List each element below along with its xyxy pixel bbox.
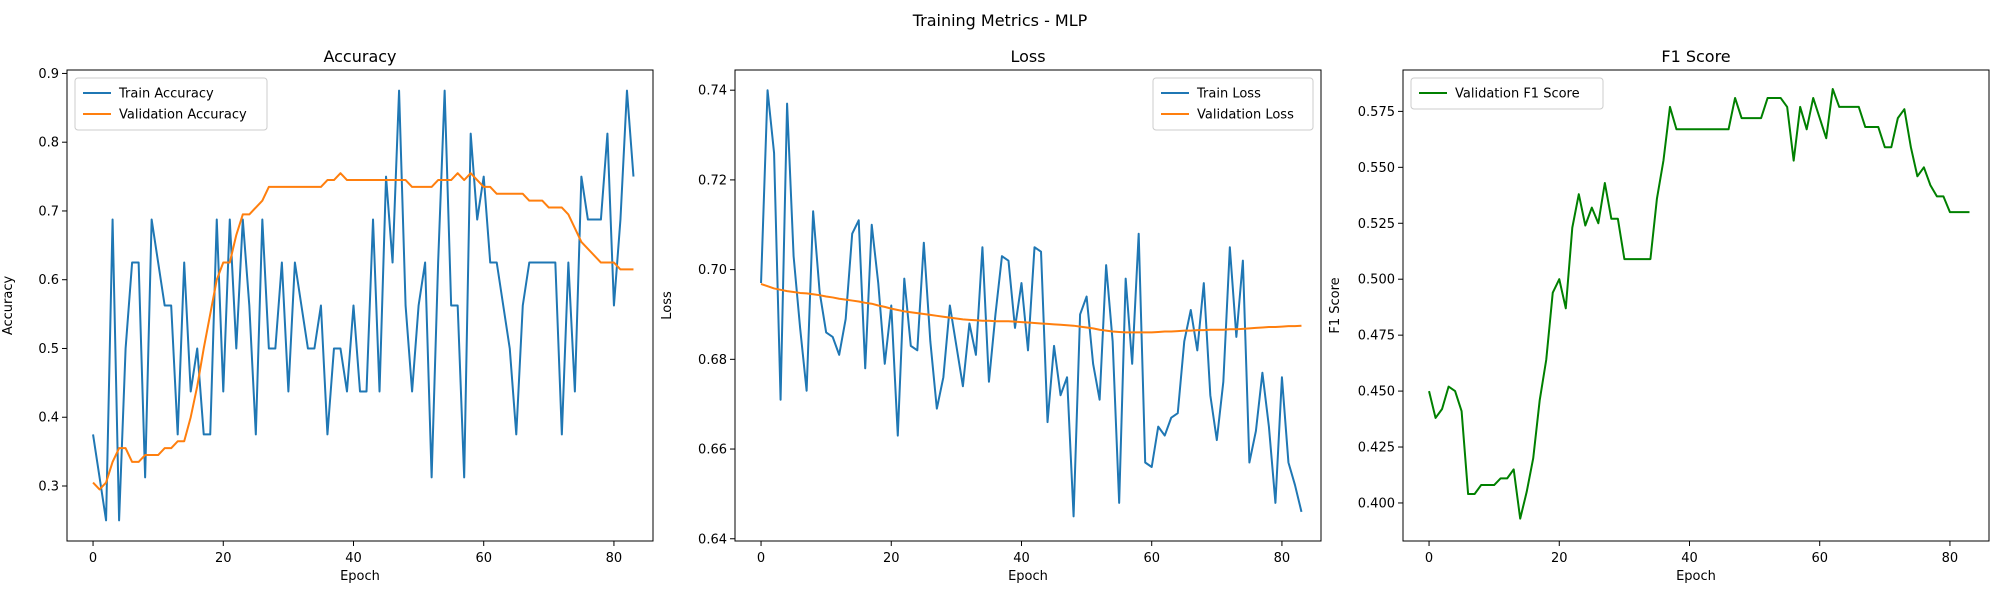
- legend: Validation F1 Score: [1410, 77, 1604, 110]
- x-tick-label: 40: [345, 551, 362, 566]
- y-tick-label: 0.6: [38, 273, 59, 288]
- x-tick-label: 20: [215, 551, 232, 566]
- y-tick-label: 0.7: [38, 204, 59, 219]
- y-tick-label: 0.70: [698, 263, 727, 278]
- series-line-validation-accuracy: [92, 172, 634, 491]
- y-tick-label: 0.9: [38, 67, 59, 82]
- legend-label: Validation Accuracy: [119, 108, 247, 123]
- chart-f1-score: 0 20 40 60 80 0.400 0.425 0.450 0.475 0.500 0.525 0…: [1328, 47, 1990, 584]
- legend-label: Train Loss: [1196, 87, 1261, 102]
- chart-accuracy: 0 20 40 60 80 0.3 0.4 0.5 0.6 0.7 0.8 0.9 Accuracy Ep…: [1, 47, 654, 584]
- y-axis-label: Accuracy: [1, 276, 16, 336]
- x-tick-label: 20: [883, 551, 900, 566]
- y-axis-label: F1 Score: [1328, 277, 1343, 333]
- legend-label: Train Accuracy: [118, 87, 214, 102]
- y-tick-label: 0.550: [1358, 161, 1395, 176]
- legend-box: [74, 77, 268, 131]
- x-tick-label: 60: [1811, 551, 1828, 566]
- plot-frame: [734, 69, 1322, 542]
- x-tick-label: 60: [475, 551, 492, 566]
- series-line-validation-f1-score: [1428, 88, 1970, 520]
- series-line-train-accuracy: [92, 89, 635, 522]
- plot-frame: [66, 69, 654, 542]
- chart-title: Accuracy: [323, 47, 396, 66]
- x-tick-label: 80: [1942, 551, 1959, 566]
- x-axis-label: Epoch: [1676, 569, 1716, 584]
- series-line-validation-loss: [760, 283, 1302, 334]
- x-tick-label: 80: [1274, 551, 1291, 566]
- x-tick-label: 40: [1681, 551, 1698, 566]
- plot-frame: [1402, 69, 1990, 542]
- y-tick-label: 0.5: [38, 342, 59, 357]
- x-tick-label: 0: [757, 551, 765, 566]
- y-tick-label: 0.64: [698, 532, 727, 547]
- x-tick-label: 60: [1143, 551, 1160, 566]
- y-tick-label: 0.475: [1358, 329, 1395, 344]
- legend: Train Accuracy Validation Accuracy: [74, 77, 268, 131]
- y-tick-label: 0.72: [698, 173, 727, 188]
- x-tick-label: 40: [1013, 551, 1030, 566]
- y-tick-label: 0.525: [1358, 217, 1395, 232]
- legend-box: [1152, 77, 1314, 131]
- chart-title: Loss: [1010, 47, 1045, 66]
- figure-suptitle: Training Metrics - MLP: [912, 11, 1088, 30]
- y-tick-label: 0.400: [1358, 496, 1395, 511]
- x-axis-label: Epoch: [340, 569, 380, 584]
- series-line-train-loss: [760, 89, 1303, 518]
- legend-label: Validation F1 Score: [1455, 87, 1580, 102]
- legend-box: [1410, 77, 1604, 110]
- y-tick-label: 0.425: [1358, 441, 1395, 456]
- x-tick-label: 0: [89, 551, 97, 566]
- x-axis-label: Epoch: [1008, 569, 1048, 584]
- y-axis-label: Loss: [660, 291, 675, 320]
- y-tick-label: 0.68: [698, 353, 727, 368]
- y-tick-label: 0.3: [38, 479, 59, 494]
- y-tick-label: 0.66: [698, 443, 727, 458]
- x-tick-label: 80: [606, 551, 623, 566]
- y-tick-label: 0.8: [38, 136, 59, 151]
- y-tick-label: 0.4: [38, 411, 59, 426]
- y-tick-label: 0.450: [1358, 385, 1395, 400]
- legend-label: Validation Loss: [1197, 108, 1294, 123]
- legend: Train Loss Validation Loss: [1152, 77, 1314, 131]
- y-tick-label: 0.500: [1358, 273, 1395, 288]
- x-tick-label: 20: [1551, 551, 1568, 566]
- x-tick-label: 0: [1425, 551, 1433, 566]
- chart-loss: 0 20 40 60 80 0.64 0.66 0.68 0.70 0.72 0.74 Loss Epo…: [660, 47, 1322, 584]
- y-tick-label: 0.575: [1358, 105, 1395, 120]
- y-tick-label: 0.74: [698, 84, 727, 99]
- chart-title: F1 Score: [1661, 47, 1730, 66]
